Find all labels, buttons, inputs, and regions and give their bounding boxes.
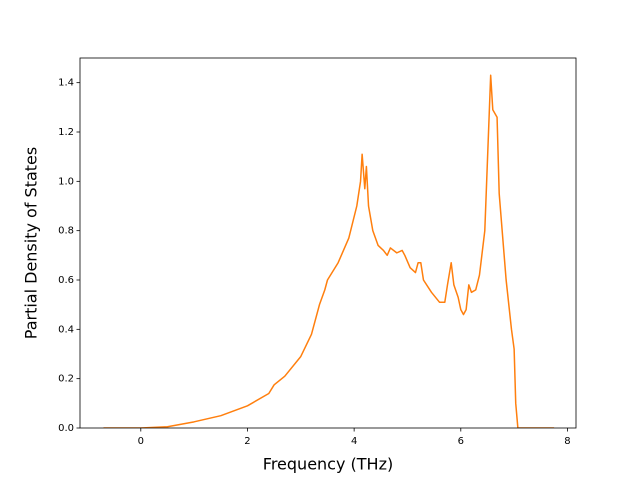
x-tick-label: 2 xyxy=(244,436,250,447)
data-line xyxy=(103,74,555,428)
y-tick-label: 0.8 xyxy=(58,226,74,237)
x-tick-label: 8 xyxy=(564,436,570,447)
x-tick-label: 0 xyxy=(138,436,144,447)
y-tick-label: 1.0 xyxy=(58,176,74,187)
y-tick-label: 1.2 xyxy=(58,127,74,138)
y-tick-label: 0.6 xyxy=(58,275,74,286)
y-tick-label: 0.0 xyxy=(58,423,74,434)
y-axis-label: Partial Density of States xyxy=(22,147,41,339)
x-axis-label: Frequency (THz) xyxy=(263,455,393,474)
y-tick-label: 0.4 xyxy=(58,324,74,335)
x-tick-label: 4 xyxy=(351,436,357,447)
y-tick-label: 0.2 xyxy=(58,374,74,385)
x-tick-label: 6 xyxy=(458,436,464,447)
plot-frame xyxy=(79,57,577,429)
y-tick-label: 1.4 xyxy=(58,78,74,89)
